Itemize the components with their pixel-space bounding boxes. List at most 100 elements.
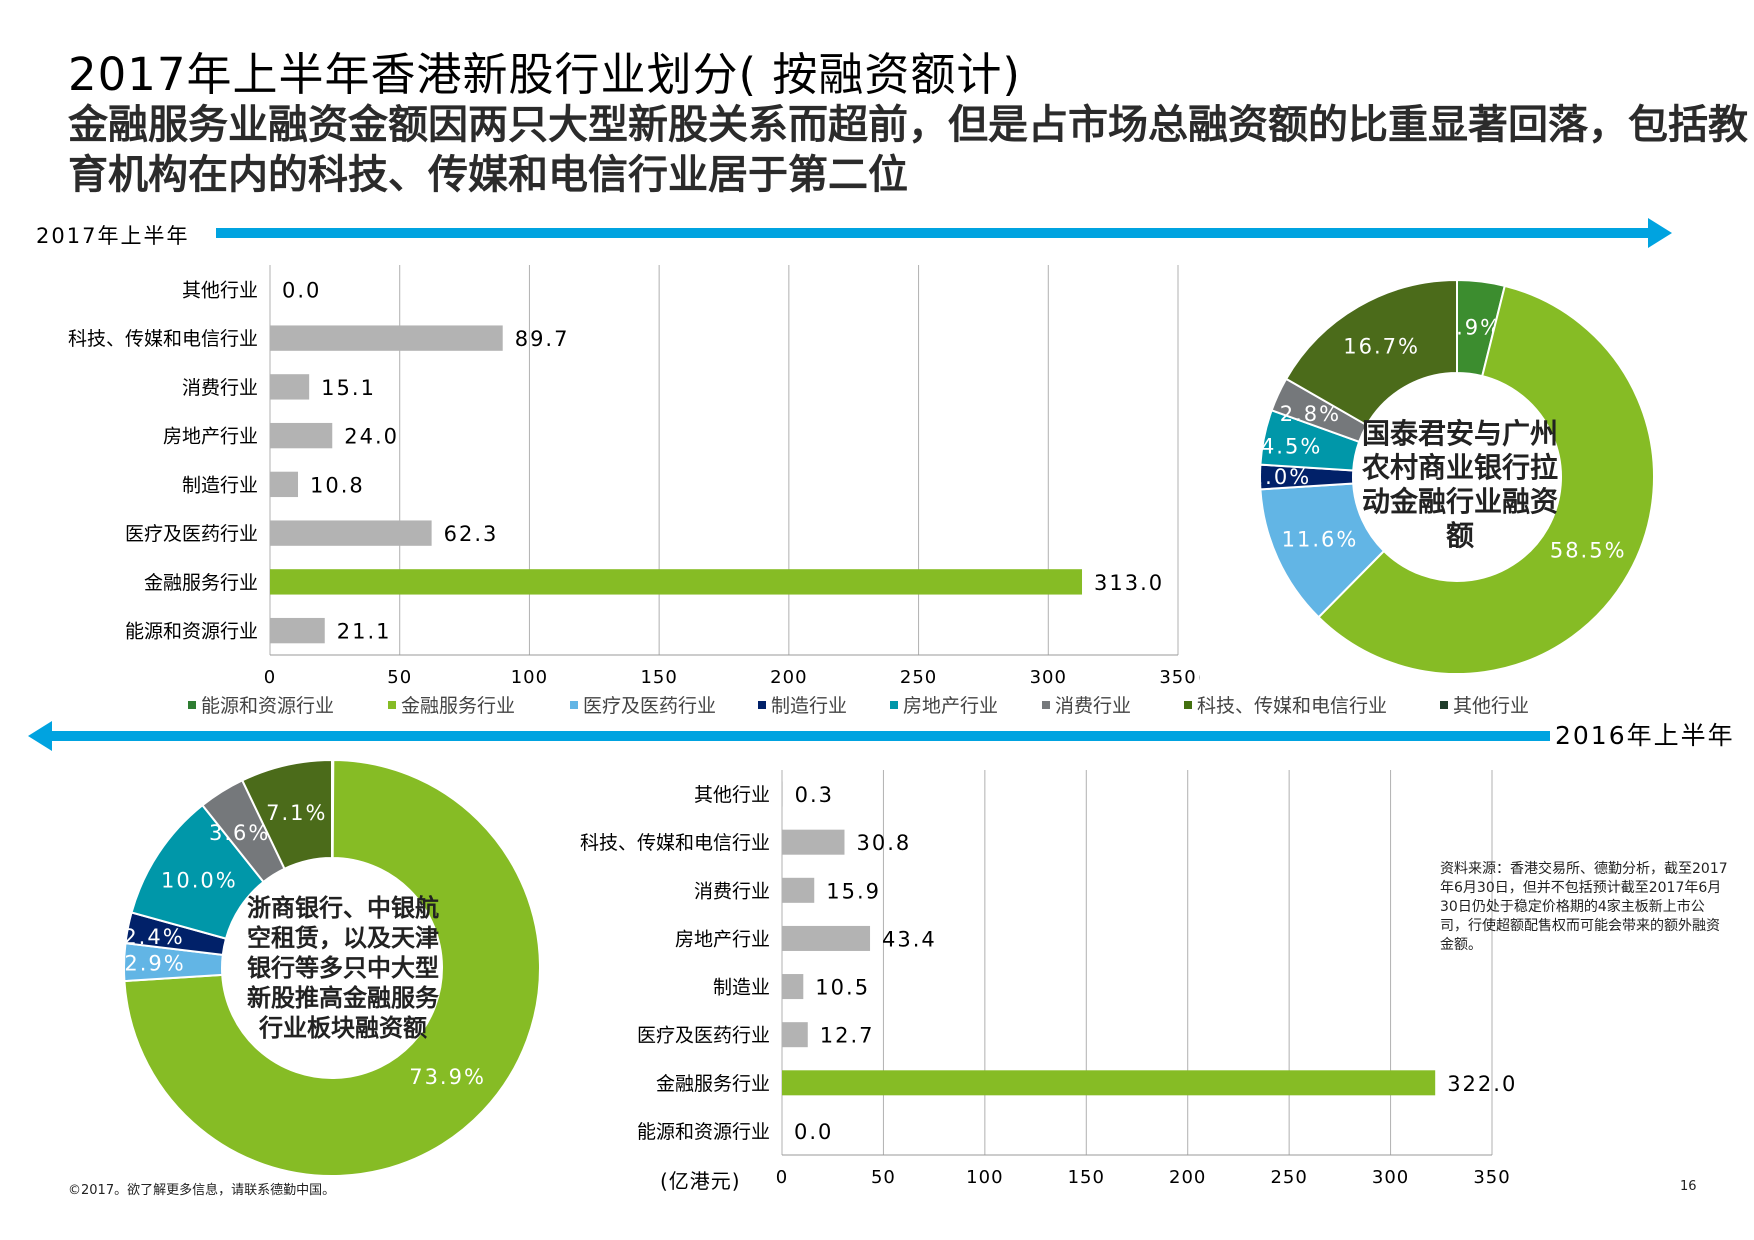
arrow-2017-head <box>1648 218 1672 248</box>
data-label: 0.0 <box>282 278 321 302</box>
arrow-2016-shaft <box>50 731 1550 741</box>
bar-chart-2017: 0 50 100 150 200 250 300 350 其他行业 0.0 科技、传媒和电信行业 89… <box>68 265 1200 689</box>
bar <box>782 1070 1436 1096</box>
bar <box>782 925 871 951</box>
legend-swatch <box>1184 701 1192 709</box>
x-tick-label: 100 <box>966 1167 1003 1188</box>
legend: 能源和资源行业 金融服务行业 医疗及医药行业 制造行业 房地产行业 消费行业 科技、传媒和电… <box>188 695 1529 717</box>
legend-swatch <box>388 701 396 709</box>
legend-item-label: 房地产行业 <box>903 695 998 717</box>
category-label: 制造业 <box>713 977 770 999</box>
bar <box>782 781 783 807</box>
x-tick-label: 300 <box>1030 667 1067 688</box>
x-tick-label: 300 <box>1372 1167 1409 1188</box>
data-label: 10.5 <box>815 976 870 1000</box>
bar <box>270 374 310 400</box>
data-label: 21.1 <box>337 620 392 644</box>
x-tick-label: 50 <box>871 1167 896 1188</box>
page-title: 2017年上半年香港新股行业划分( 按融资额计) <box>68 48 1021 101</box>
bar <box>782 974 804 1000</box>
data-label: 89.7 <box>515 327 570 351</box>
x-tick-label: 350 <box>1473 1167 1510 1188</box>
slice-label: 73.9% <box>409 1065 486 1089</box>
legend-item-label: 科技、传媒和电信行业 <box>1197 695 1387 717</box>
x-tick-label: 100 <box>511 667 548 688</box>
data-label: 313.0 <box>1094 571 1164 595</box>
slice-label: 2.9% <box>124 952 185 976</box>
data-label: 0.3 <box>795 783 834 807</box>
data-label: 15.9 <box>826 879 881 903</box>
legend-item-label: 消费行业 <box>1055 695 1131 717</box>
x-tick-label: 350 <box>1159 667 1196 688</box>
donut-slice <box>1317 284 1655 675</box>
donut-slice <box>123 758 541 1177</box>
arrow-2017-shaft <box>216 228 1654 238</box>
slice-label: 4.5% <box>1261 434 1322 458</box>
legend-swatch <box>890 701 898 709</box>
bar-chart-2016: 0 50 100 150 200 250 300 350 其他行业 0.3 科技、传媒和电信行业 30… <box>580 770 1517 1193</box>
bar <box>782 829 845 855</box>
data-label: 322.0 <box>1447 1072 1517 1096</box>
data-label: 24.0 <box>344 425 399 449</box>
slice-label: 2.0% <box>1250 465 1311 489</box>
category-label: 医疗及医药行业 <box>125 523 258 545</box>
category-label: 其他行业 <box>694 784 770 806</box>
data-label: 30.8 <box>856 831 911 855</box>
slice-label: 7.1% <box>266 801 327 825</box>
x-tick-label: 150 <box>640 667 677 688</box>
donut-slice <box>1284 278 1458 427</box>
unit-label: (亿港元) <box>1198 665 1200 689</box>
x-tick-label: 250 <box>1270 1167 1307 1188</box>
data-label: 62.3 <box>444 522 499 546</box>
source-note: 资料来源：香港交易所、德勤分析，截至2017年6月30日，但并不包括预计截至20… <box>1440 861 1728 953</box>
bar <box>270 325 503 351</box>
category-label: 其他行业 <box>182 279 258 301</box>
x-tick-label: 200 <box>770 667 807 688</box>
bar <box>270 569 1083 595</box>
x-tick-label: 250 <box>900 667 937 688</box>
data-label: 12.7 <box>820 1024 875 1048</box>
data-label: 10.8 <box>310 473 365 497</box>
donut-2016-center-note: 浙商银行、中银航空租赁，以及天津银行等多只中大型新股推高金融服务行业板块融资额 <box>247 894 439 1042</box>
section-2016-label: 2016年上半年 <box>1555 721 1735 750</box>
category-label: 能源和资源行业 <box>637 1121 770 1143</box>
legend-swatch <box>1440 701 1448 709</box>
x-tick-label: 150 <box>1068 1167 1105 1188</box>
category-label: 消费行业 <box>182 377 258 399</box>
category-label: 消费行业 <box>694 880 770 902</box>
slice-label: 16.7% <box>1343 335 1420 359</box>
page-number: 16 <box>1680 1179 1697 1194</box>
category-label: 金融服务行业 <box>656 1073 770 1095</box>
bar <box>270 617 325 644</box>
arrow-2016-head <box>28 721 52 751</box>
bar <box>270 471 299 498</box>
legend-item-label: 其他行业 <box>1453 695 1529 717</box>
category-label: 能源和资源行业 <box>125 621 258 643</box>
data-label: 15.1 <box>321 376 376 400</box>
category-label: 房地产行业 <box>163 426 258 448</box>
slice-label: 2.4% <box>123 925 184 949</box>
category-label: 制造行业 <box>182 474 258 496</box>
x-tick-label: 50 <box>387 667 412 688</box>
bar <box>782 877 815 903</box>
legend-item-label: 制造行业 <box>771 695 847 717</box>
legend-item-label: 医疗及医药行业 <box>583 695 716 717</box>
x-tick-label: 200 <box>1169 1167 1206 1188</box>
category-label: 医疗及医药行业 <box>637 1025 770 1047</box>
legend-item-label: 能源和资源行业 <box>201 695 334 717</box>
bar <box>270 520 432 546</box>
legend-swatch <box>1042 701 1050 709</box>
legend-swatch <box>758 701 766 709</box>
category-label: 金融服务行业 <box>144 572 258 594</box>
donut-2017-center-note: 国泰君安与广州农村商业银行拉动金融行业融资额 <box>1361 417 1558 552</box>
section-2017-label: 2017年上半年 <box>36 224 189 248</box>
slice-label: 58.5% <box>1550 539 1627 563</box>
x-tick-label: 0 <box>264 667 276 688</box>
category-label: 房地产行业 <box>675 928 770 950</box>
donut-chart-2017: 3.9%58.5%11.6%2.0%4.5%2.8%16.7% <box>1250 278 1655 675</box>
legend-item-label: 金融服务行业 <box>401 695 515 717</box>
data-label: 0.0 <box>794 1120 833 1144</box>
category-label: 科技、传媒和电信行业 <box>68 328 258 350</box>
data-label: 43.4 <box>882 927 937 951</box>
